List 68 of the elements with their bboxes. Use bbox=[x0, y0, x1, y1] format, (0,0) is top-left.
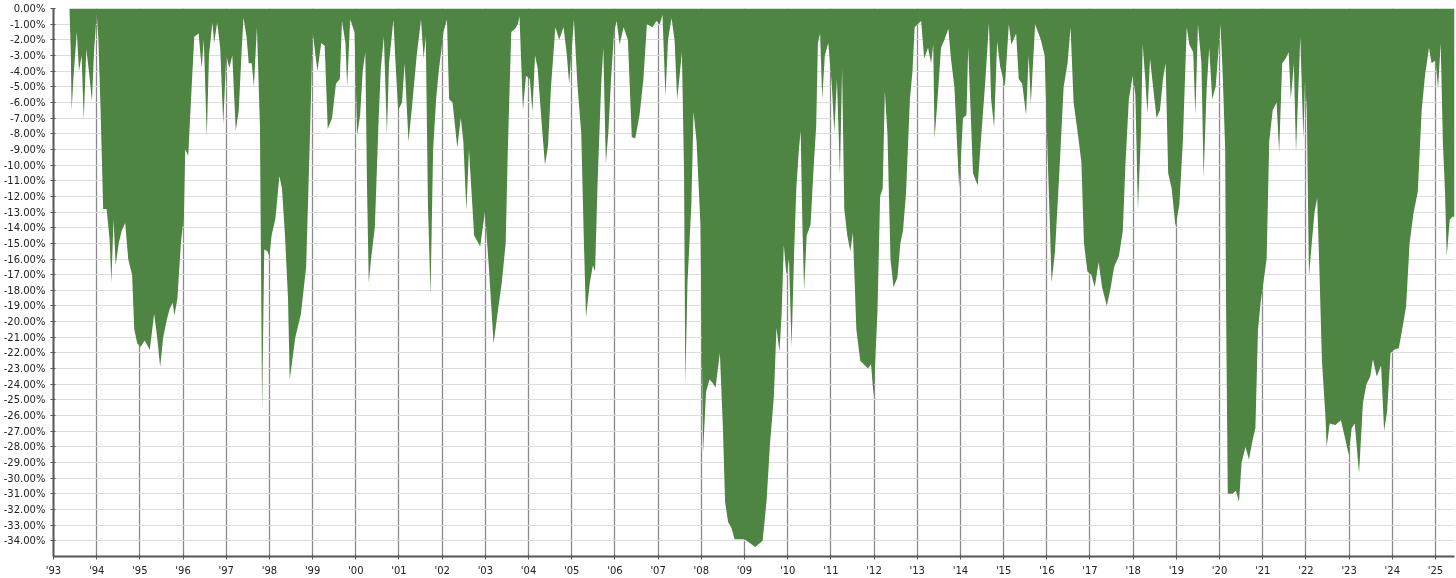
y-tick-label: -6.00% bbox=[10, 96, 46, 108]
y-tick-label: -24.00% bbox=[3, 378, 46, 390]
x-tick-label: '96 bbox=[175, 564, 191, 576]
y-tick-label: -15.00% bbox=[3, 237, 46, 249]
x-tick-label: '95 bbox=[132, 564, 148, 576]
x-tick-label: '05 bbox=[564, 564, 580, 576]
x-tick-label: '11 bbox=[823, 564, 839, 576]
x-tick-label: '94 bbox=[88, 564, 105, 576]
y-tick-label: -4.00% bbox=[10, 65, 46, 77]
x-tick-label: '04 bbox=[520, 564, 537, 576]
x-tick-label: '22 bbox=[1298, 564, 1314, 576]
y-tick-label: -34.00% bbox=[3, 535, 46, 547]
y-tick-label: -28.00% bbox=[3, 441, 46, 453]
y-tick-label: -20.00% bbox=[3, 316, 46, 328]
y-tick-label: -27.00% bbox=[3, 425, 46, 437]
y-tick-label: -31.00% bbox=[3, 488, 46, 500]
x-tick-label: '15 bbox=[995, 564, 1012, 576]
y-tick-label: -30.00% bbox=[3, 472, 46, 484]
y-tick-label: -29.00% bbox=[3, 457, 46, 469]
y-tick-label: -9.00% bbox=[10, 143, 46, 155]
y-tick-label: -8.00% bbox=[10, 128, 46, 140]
y-tick-label: -12.00% bbox=[3, 190, 46, 202]
x-tick-label: '00 bbox=[348, 564, 364, 576]
x-tick-label: '97 bbox=[218, 564, 234, 576]
x-tick-label: '02 bbox=[434, 564, 450, 576]
y-tick-label: -33.00% bbox=[3, 519, 46, 531]
y-tick-label: -3.00% bbox=[10, 49, 46, 61]
x-tick-label: '19 bbox=[1168, 564, 1185, 576]
x-tick-label: '03 bbox=[477, 564, 494, 576]
y-tick-label: -25.00% bbox=[3, 394, 46, 406]
x-tick-label: '16 bbox=[1039, 564, 1055, 576]
x-tick-label: '07 bbox=[650, 564, 666, 576]
x-tick-label: '08 bbox=[693, 564, 710, 576]
x-tick-label: '13 bbox=[909, 564, 925, 576]
y-tick-label: -11.00% bbox=[3, 175, 46, 187]
x-tick-label: '25 bbox=[1427, 564, 1444, 576]
y-tick-label: -10.00% bbox=[3, 159, 46, 171]
x-tick-label: '98 bbox=[261, 564, 278, 576]
y-tick-label: -2.00% bbox=[10, 34, 46, 46]
x-tick-label: '17 bbox=[1082, 564, 1098, 576]
y-tick-label: -23.00% bbox=[3, 363, 46, 375]
x-tick-label: '01 bbox=[391, 564, 407, 576]
x-tick-label: '93 bbox=[45, 564, 62, 576]
y-tick-label: -13.00% bbox=[3, 206, 46, 218]
y-tick-label: -7.00% bbox=[10, 112, 46, 124]
y-tick-label: -21.00% bbox=[3, 331, 46, 343]
x-tick-label: '12 bbox=[866, 564, 882, 576]
x-tick-label: '14 bbox=[952, 564, 969, 576]
x-tick-label: '99 bbox=[304, 564, 321, 576]
x-tick-label: '18 bbox=[1125, 564, 1141, 576]
y-tick-label: -17.00% bbox=[3, 269, 46, 281]
x-tick-label: '24 bbox=[1384, 564, 1401, 576]
y-tick-label: -5.00% bbox=[10, 81, 46, 93]
y-tick-label: -1.00% bbox=[10, 18, 46, 30]
y-tick-label: -19.00% bbox=[3, 300, 46, 312]
y-tick-label: 0.00% bbox=[13, 3, 46, 14]
x-tick-label: '20 bbox=[1211, 564, 1228, 576]
x-tick-label: '06 bbox=[607, 564, 623, 576]
x-tick-label: '10 bbox=[779, 564, 796, 576]
y-tick-label: -22.00% bbox=[3, 347, 46, 359]
x-tick-label: '21 bbox=[1255, 564, 1271, 576]
y-tick-label: -18.00% bbox=[3, 284, 46, 296]
y-tick-label: -26.00% bbox=[3, 410, 46, 422]
y-tick-label: -16.00% bbox=[3, 253, 46, 265]
x-tick-label: '09 bbox=[736, 564, 753, 576]
y-tick-label: -14.00% bbox=[3, 222, 46, 234]
y-tick-label: -32.00% bbox=[3, 504, 46, 516]
x-tick-label: '23 bbox=[1341, 564, 1357, 576]
